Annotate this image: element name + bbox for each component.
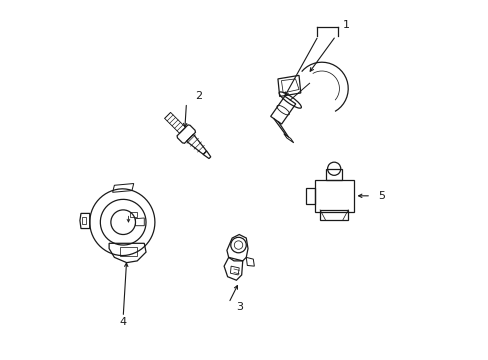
Text: 4: 4 [120,318,126,328]
Text: 5: 5 [377,191,385,201]
Text: 2: 2 [195,91,202,100]
Text: 3: 3 [235,302,242,312]
Text: 1: 1 [342,20,349,30]
